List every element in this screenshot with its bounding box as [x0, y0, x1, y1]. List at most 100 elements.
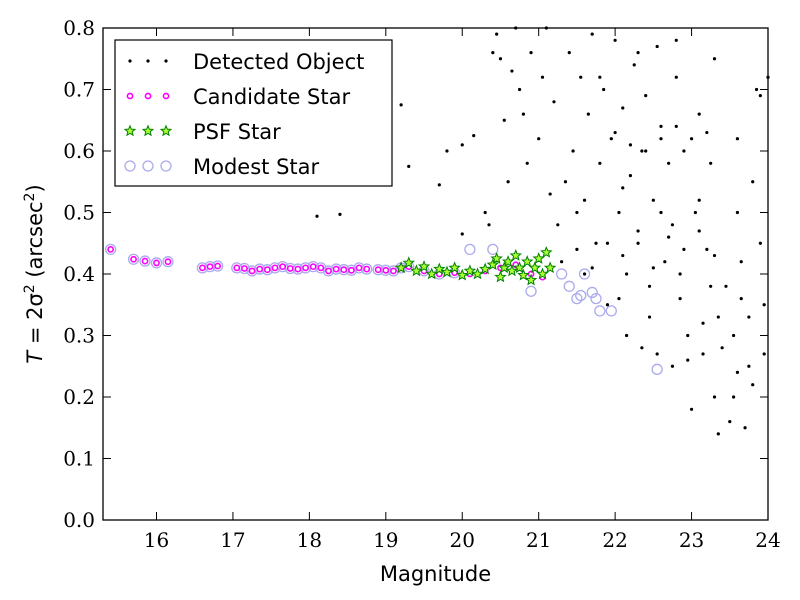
candidate-star-point [348, 266, 355, 274]
data-points [104, 26, 770, 436]
detected-object-point [636, 241, 640, 245]
detected-object-point [716, 315, 720, 319]
candidate-star-point [302, 264, 309, 272]
modest-star-point [142, 160, 154, 172]
detected-object-point [586, 112, 590, 116]
candidate-star-point [107, 245, 115, 253]
x-tick-label: 17 [220, 528, 245, 552]
psf-star-point [498, 261, 511, 274]
detected-object-point [709, 284, 713, 288]
x-tick-label: 24 [755, 528, 780, 552]
detected-object-point [697, 112, 701, 116]
detected-object-point [605, 303, 610, 307]
candidate-star-point [309, 263, 317, 271]
detected-object-point [498, 57, 503, 61]
detected-object-point [529, 51, 533, 55]
modest-star-point [127, 253, 140, 265]
modest-star-point [525, 285, 537, 297]
y-tick-label: 0.6 [63, 139, 95, 163]
detected-object-point [712, 253, 717, 258]
detected-object-point [682, 149, 686, 153]
detected-object-point [594, 241, 598, 245]
y-axis-label-sup2: 2 [22, 193, 38, 202]
detected-object-point [705, 130, 709, 135]
y-tick-label: 0.3 [63, 324, 95, 348]
detected-object-point [647, 284, 652, 288]
legend-item: Detected Object [128, 50, 364, 74]
psf-star-point [123, 124, 137, 137]
detected-object-point [697, 198, 701, 202]
detected-object-point [575, 247, 579, 251]
y-tick-label: 0.2 [63, 385, 95, 409]
modest-star-point [150, 257, 163, 269]
y-axis-label-unit: (arcsec [23, 201, 47, 284]
detected-object-point [483, 210, 487, 215]
plot-frame [102, 27, 769, 521]
psf-star-point [141, 124, 155, 137]
detected-object-point [739, 297, 743, 301]
detected-object-point [644, 94, 648, 98]
detected-object-point [751, 383, 755, 387]
candidate-star-point [374, 266, 382, 274]
x-tick-label: 22 [602, 528, 627, 552]
x-tick-label: 23 [679, 528, 704, 552]
modest-star-point [487, 243, 499, 256]
detected-object-point [621, 186, 625, 190]
candidate-star-point [248, 267, 256, 275]
detected-object-point [487, 223, 491, 227]
detected-object-point [720, 346, 724, 350]
detected-object-point [636, 51, 640, 55]
detected-object-point [667, 235, 671, 239]
y-tick-label: 0.8 [63, 16, 95, 40]
x-tick-label: 21 [526, 528, 551, 552]
candidate-star-point [198, 264, 206, 272]
psf-star-point [433, 262, 446, 275]
detected-object-point [647, 315, 652, 319]
psf-star-point [402, 256, 415, 269]
detected-object-point [525, 161, 529, 165]
detected-object-point [758, 94, 762, 98]
detected-object-point [705, 247, 709, 251]
psf-star-point [517, 268, 530, 281]
y-tick-label: 0.7 [63, 78, 95, 102]
detected-object-point [338, 212, 342, 216]
detected-object-point [571, 149, 575, 153]
modest-star-point [605, 305, 617, 317]
candidate-star-point [206, 263, 214, 271]
detected-object-point [437, 183, 441, 187]
y-tick-label: 0.5 [63, 201, 95, 225]
candidate-star-point [390, 267, 397, 275]
detected-object-point [540, 75, 545, 79]
detected-object-point [628, 174, 633, 178]
psf-star-point [425, 267, 438, 280]
y-axis-label-eq: = 2σ [23, 293, 47, 351]
psf-star-point [410, 264, 423, 277]
detected-object-point [628, 143, 633, 147]
modest-star-point [124, 160, 136, 172]
candidate-star-point [256, 265, 264, 273]
detected-object-point [146, 59, 150, 63]
detected-object-point [693, 210, 697, 215]
detected-object-point [644, 149, 648, 153]
detected-object-point [758, 241, 762, 245]
detected-object-point [575, 210, 579, 215]
candidate-star-point [382, 266, 390, 274]
modest-star-point [590, 292, 602, 305]
psf-star-point [521, 255, 534, 267]
detected-object-point [712, 57, 717, 61]
x-axis-label: Magnitude [380, 562, 491, 586]
candidate-star-point [325, 267, 332, 275]
psf-star-point [494, 270, 507, 283]
detected-object-point [563, 180, 568, 184]
psf-star-point [456, 268, 469, 281]
detected-object-point [491, 51, 495, 55]
detected-object-point [517, 87, 522, 92]
detected-object-point [651, 266, 655, 270]
series-modest-star [104, 243, 663, 375]
candidate-star-point [286, 265, 294, 272]
y-tick-label: 0.1 [63, 447, 95, 471]
x-tick-label: 20 [450, 528, 475, 552]
modest-star-point [160, 160, 172, 172]
detected-object-point [621, 253, 625, 258]
detected-object-point [556, 223, 560, 227]
